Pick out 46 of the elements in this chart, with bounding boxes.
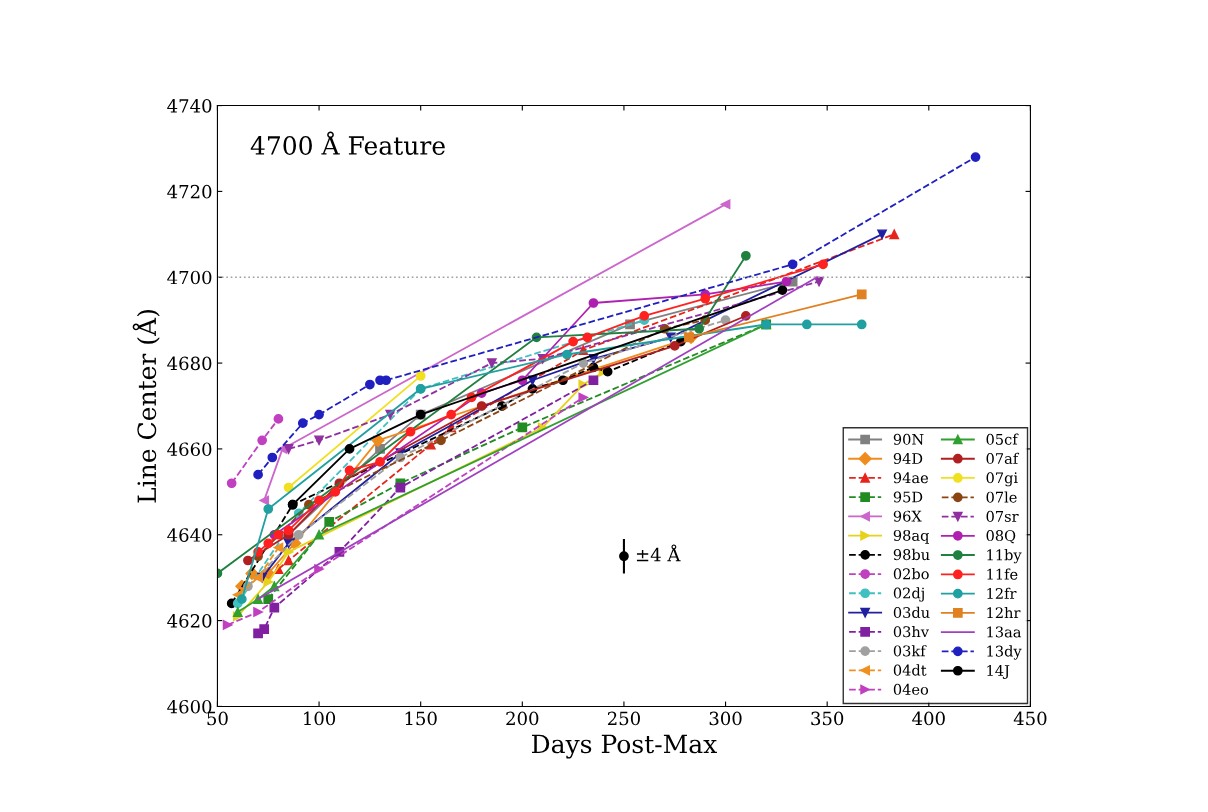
x-tick-label: 350 bbox=[811, 711, 844, 726]
legend-label: 94ae bbox=[893, 472, 928, 484]
legend-label: 96X bbox=[893, 510, 922, 522]
x-tick-label: 300 bbox=[709, 711, 742, 726]
legend-label: 13dy bbox=[987, 645, 1022, 660]
y-axis-title: Line Center (Å) bbox=[132, 310, 160, 503]
legend-label: 14J bbox=[987, 665, 1010, 679]
x-tick-label: 100 bbox=[304, 711, 336, 726]
legend-label: 11by bbox=[987, 549, 1022, 564]
y-tick-label: 4740 bbox=[167, 99, 212, 113]
y-tick-label: 4700 bbox=[167, 270, 212, 285]
x-tick-label: 250 bbox=[607, 711, 640, 726]
legend-label: 02bo bbox=[893, 568, 929, 580]
legend-label: 02dj bbox=[893, 587, 924, 602]
legend-label: 90N bbox=[893, 433, 924, 445]
legend-label: 07sr bbox=[986, 510, 1019, 522]
legend-label: 04eo bbox=[893, 683, 929, 695]
annotation: ±4 Å bbox=[636, 544, 681, 562]
legend-label: 04dt bbox=[893, 664, 927, 676]
legend-label: 11fe bbox=[987, 568, 1018, 580]
legend-label: 03hv bbox=[893, 625, 929, 638]
y-tick-label: 4720 bbox=[167, 184, 212, 199]
legend-label: 03kf bbox=[893, 645, 927, 657]
x-axis-title: Days Post-Max bbox=[531, 734, 717, 759]
legend-label: 07gi bbox=[986, 472, 1018, 487]
x-tick-label: 400 bbox=[912, 711, 945, 726]
y-tick-label: 4640 bbox=[167, 528, 212, 542]
legend-label: 13aa bbox=[987, 626, 1022, 638]
x-tick-label: 450 bbox=[1013, 711, 1047, 726]
legend-label: 08Q bbox=[986, 530, 1016, 544]
legend-label: 05cf bbox=[986, 433, 1019, 445]
y-tick-label: 4620 bbox=[167, 614, 212, 628]
legend-label: 12fr bbox=[987, 587, 1017, 599]
legend-label: 07le bbox=[986, 491, 1017, 503]
legend-label: 07af bbox=[986, 452, 1020, 465]
legend-label: 98aq bbox=[893, 529, 929, 544]
y-tick-label: 4660 bbox=[167, 442, 212, 457]
x-tick-label: 150 bbox=[405, 711, 437, 726]
text: 4700 Å Feature bbox=[250, 131, 445, 155]
legend-label: 98bu bbox=[893, 548, 930, 561]
x-tick-label: 200 bbox=[506, 711, 539, 726]
legend-label: 94D bbox=[893, 453, 923, 465]
legend-label: 95D bbox=[893, 491, 923, 503]
legend-label: 03du bbox=[893, 606, 930, 618]
y-tick-label: 4680 bbox=[167, 356, 212, 371]
legend-label: 12hr bbox=[987, 606, 1021, 618]
